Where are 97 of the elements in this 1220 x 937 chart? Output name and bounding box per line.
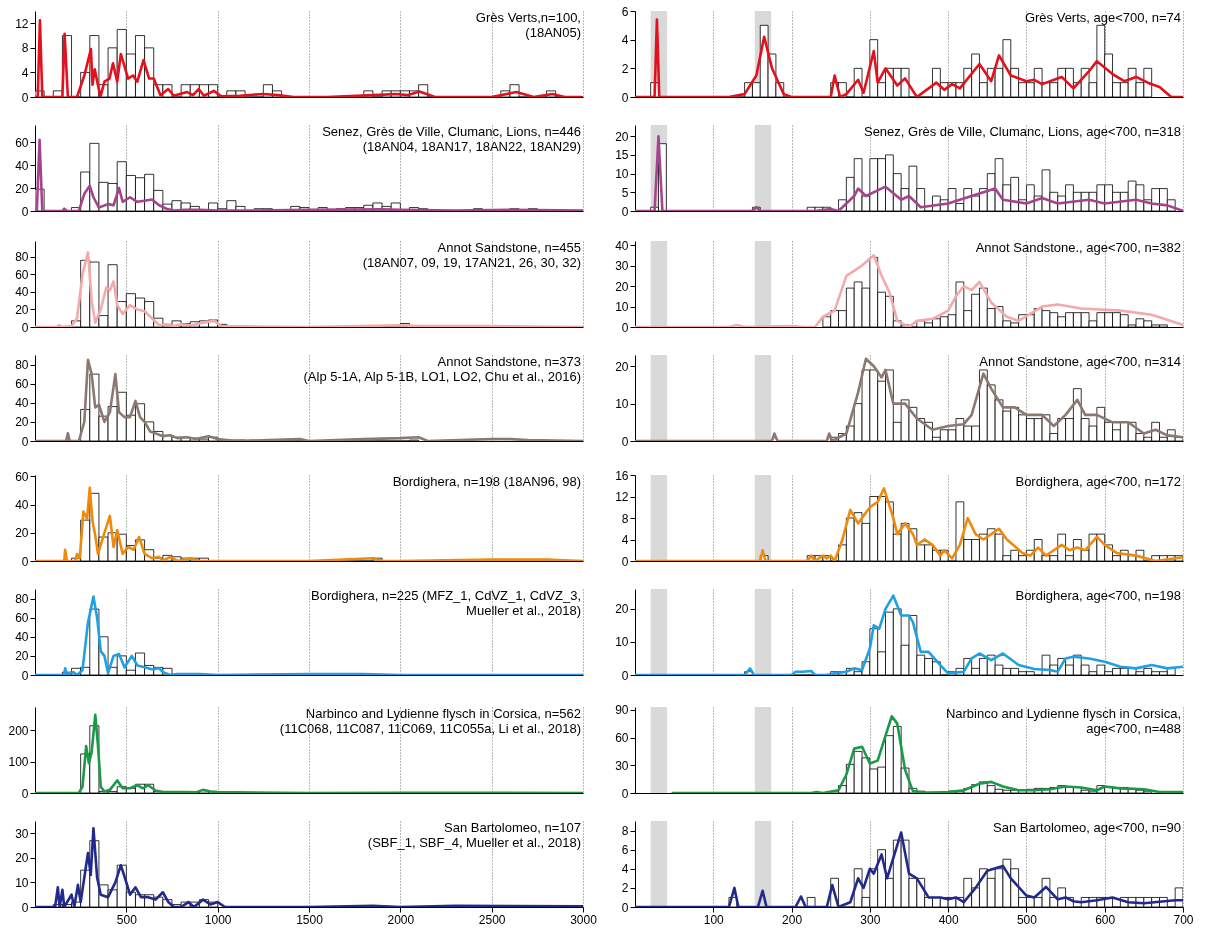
y-tick-label: 20	[615, 602, 629, 617]
chart-title: Bordighera, age<700, n=172	[1015, 474, 1181, 489]
y-tick-label: 60	[15, 377, 29, 392]
y-tick-label: 40	[15, 396, 29, 411]
x-tick-label: 300	[860, 912, 881, 927]
y-tick-label: 100	[8, 755, 29, 770]
y-tick-label: 4	[621, 533, 629, 547]
y-tick-label: 8	[621, 511, 629, 526]
y-tick-label: 20	[15, 649, 29, 664]
y-tick-label: 40	[15, 498, 29, 513]
y-tick-label: 0	[621, 434, 629, 449]
y-tick-label: 0	[21, 90, 29, 105]
y-tick-label: 0	[621, 320, 629, 335]
chart-title: Grès Verts, age<700, n=74	[1024, 10, 1181, 25]
y-tick-label: 2	[621, 61, 629, 76]
y-tick-label: 16	[615, 468, 629, 483]
y-tick-label: 40	[15, 630, 29, 645]
y-tick-label: 0	[21, 786, 29, 801]
y-tick-label: 8	[21, 41, 29, 56]
y-tick-label: 10	[615, 635, 629, 650]
chart-title: San Bartolomeo, age<700, n=90	[993, 820, 1181, 835]
y-tick-label: 0	[21, 434, 29, 449]
text: Annot Sandstone, n=455 (18AN07, 09, 19, 17AN21, 26, 30, 32)	[362, 240, 581, 270]
y-tick-label: 20	[15, 526, 29, 541]
y-tick-label: 5	[621, 185, 629, 200]
y-tick-label: 30	[615, 758, 629, 773]
y-tick-label: 40	[615, 238, 629, 253]
y-tick-label: 4	[621, 862, 629, 877]
y-tick-label: 30	[615, 259, 629, 274]
x-tick-label: 600	[1095, 912, 1116, 927]
x-tick-label: 2000	[387, 912, 415, 927]
y-tick-label: 200	[8, 723, 29, 738]
y-tick-label: 0	[621, 668, 629, 683]
y-tick-label: 90	[615, 703, 629, 718]
y-tick-label: 4	[621, 33, 629, 48]
y-tick-label: 20	[615, 359, 629, 374]
y-tick-label: 10	[615, 300, 629, 315]
y-tick-label: 40	[15, 158, 29, 173]
x-tick-label: 200	[782, 912, 803, 927]
chart-title: Bordighera, n=198 (18AN96, 98)	[392, 474, 581, 489]
y-tick-label: 0	[621, 900, 629, 915]
text: Narbinco and Lydienne flysch in Corsica, age<700, n=488	[945, 706, 1181, 736]
chart-title: Bordighera, n=225 (MFZ_1, CdVZ_1, CdVZ_3, Mueller et al., 2018)	[311, 588, 581, 618]
y-tick-label: 20	[15, 181, 29, 196]
chart-title: Annot Sandstone, age<700, n=314	[979, 354, 1181, 369]
y-tick-label: 12	[15, 16, 29, 31]
y-tick-label: 6	[621, 843, 629, 858]
y-tick-label: 30	[15, 826, 29, 841]
y-tick-label: 0	[21, 554, 29, 569]
y-tick-label: 80	[15, 592, 29, 607]
y-tick-label: 2	[621, 881, 629, 896]
y-tick-label: 0	[21, 320, 29, 335]
y-tick-label: 60	[615, 731, 629, 746]
y-tick-label: 40	[15, 285, 29, 300]
y-tick-label: 60	[15, 469, 29, 484]
x-tick-label: 3000	[570, 912, 598, 927]
y-tick-label: 20	[615, 279, 629, 294]
y-tick-label: 6	[621, 4, 629, 19]
x-tick-label: 500	[1016, 912, 1038, 927]
chart-title: Annot Sandstone, n=373 (Alp 5-1A, Alp 5-1B, LO1, LO2, Chu et al., 2016)	[303, 354, 581, 384]
y-tick-label: 20	[615, 129, 629, 144]
y-tick-label: 60	[15, 135, 29, 150]
y-tick-label: 8	[621, 824, 629, 839]
y-tick-label: 10	[615, 397, 629, 412]
y-tick-label: 12	[615, 490, 629, 504]
text: San Bartolomeo, n=107 (SBF_1, SBF_4, Mueller et al., 2018)	[367, 820, 581, 850]
x-tick-label: 1500	[296, 912, 324, 927]
y-tick-label: 80	[15, 250, 29, 265]
x-tick-label: 400	[938, 912, 959, 927]
y-tick-label: 0	[21, 668, 29, 683]
y-tick-label: 4	[21, 65, 29, 80]
chart-title: Annot Sandstone., age<700, n=382	[975, 240, 1181, 255]
y-tick-label: 10	[615, 167, 629, 182]
text: Senez, Grès de Ville, Clumanc, Lions, n=446 (18AN04, 18AN17, 18AN22, 18AN29)	[322, 124, 581, 154]
x-tick-label: 100	[703, 912, 725, 927]
y-tick-label: 0	[621, 554, 629, 569]
x-tick-label: 500	[116, 912, 138, 927]
y-tick-label: 0	[621, 786, 629, 801]
y-tick-label: 10	[15, 875, 29, 890]
y-tick-label: 0	[21, 204, 29, 219]
x-tick-label: 1000	[204, 912, 232, 927]
y-tick-label: 0	[21, 900, 29, 915]
text: Grès Verts,n=100, (18AN05)	[475, 10, 581, 40]
y-tick-label: 15	[615, 148, 629, 163]
y-tick-label: 0	[621, 204, 629, 219]
x-tick-label: 700	[1173, 912, 1194, 927]
y-tick-label: 20	[15, 851, 29, 866]
y-tick-label: 60	[15, 267, 29, 282]
chart-title: Bordighera, age<700, n=198	[1015, 588, 1181, 603]
y-tick-label: 60	[15, 611, 29, 626]
y-tick-label: 80	[15, 358, 29, 373]
chart-title: Senez, Grès de Ville, Clumanc, Lions, age<700, n=318	[863, 124, 1181, 139]
text: Narbinco and Lydienne flysch in Corsica, n=562 (11C068, 11C087, 11C069, 11C055a, Li et al., 2018)	[279, 706, 581, 736]
x-tick-label: 2500	[478, 912, 506, 927]
y-tick-label: 20	[15, 302, 29, 317]
y-tick-label: 20	[15, 415, 29, 430]
y-tick-label: 0	[621, 90, 629, 105]
